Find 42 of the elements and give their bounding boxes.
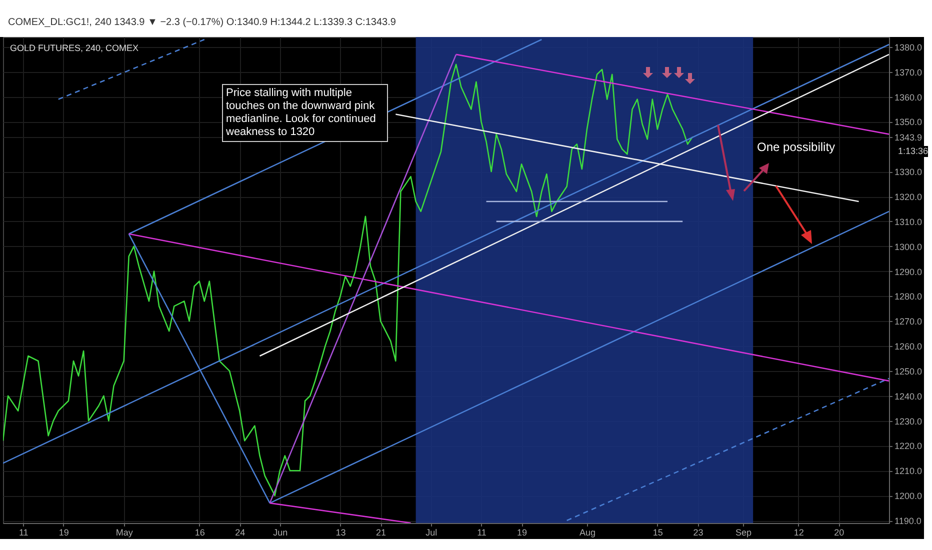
chart-subtitle: COMEX_DL:GC1!, 240 1343.9 ▼ −2.3 (−0.17%) O:1340.9 H:1344.2 L:1339.3 C:1343.9 bbox=[8, 17, 396, 28]
y-tick-label: 1190.0 bbox=[894, 516, 922, 526]
y-tick-label: 1260.0 bbox=[894, 342, 922, 352]
x-tick-label: 12 bbox=[794, 528, 804, 538]
x-tick-label: Jun bbox=[273, 528, 288, 538]
x-tick-label: 19 bbox=[58, 528, 69, 538]
text: 1:13:36 bbox=[898, 146, 928, 157]
x-tick-label: Sep bbox=[736, 528, 752, 538]
x-tick-label: 16 bbox=[194, 528, 205, 538]
y-tick-label: 1290.0 bbox=[894, 266, 922, 277]
y-tick-label: 1310.0 bbox=[894, 216, 922, 227]
x-tick-label: 21 bbox=[376, 528, 386, 538]
x-tick-label: 11 bbox=[477, 528, 486, 538]
x-tick-label: 23 bbox=[693, 528, 704, 538]
x-tick-label: May bbox=[116, 528, 134, 538]
x-tick-label: 19 bbox=[517, 528, 528, 538]
y-tick-label: 1330.0 bbox=[894, 167, 922, 178]
annotation: Price stalling with multiple touches on the downward pink medianline. Look for continued weakness to 1320 bbox=[222, 84, 388, 142]
x-tick-label: 15 bbox=[652, 528, 663, 538]
y-tick-label: 1360.0 bbox=[894, 92, 922, 102]
y-tick-label: 1210.0 bbox=[894, 466, 922, 476]
annotation: One possibility bbox=[757, 140, 836, 154]
y-tick-label: 1350.0 bbox=[894, 117, 922, 128]
y-tick-label: 1220.0 bbox=[894, 441, 922, 452]
y-tick-label: 1280.0 bbox=[894, 292, 922, 302]
text: GOLD FUTURES, 240, COMEX bbox=[10, 43, 139, 53]
x-tick-label: 11 bbox=[18, 528, 28, 538]
y-tick-label: 1240.0 bbox=[894, 391, 922, 402]
x-tick-label: Aug bbox=[579, 528, 596, 538]
x-tick-label: 20 bbox=[834, 528, 844, 538]
x-tick-label: 24 bbox=[235, 528, 246, 538]
y-tick-label: 1343.9 bbox=[894, 132, 922, 142]
y-tick-label: 1300.0 bbox=[894, 242, 922, 252]
y-tick-label: 1200.0 bbox=[894, 491, 922, 502]
y-tick-label: 1380.0 bbox=[894, 42, 922, 52]
y-tick-label: 1230.0 bbox=[894, 416, 922, 426]
x-tick-label: 13 bbox=[336, 528, 346, 538]
y-tick-label: 1320.0 bbox=[894, 192, 922, 202]
y-tick-label: 1270.0 bbox=[894, 316, 922, 327]
x-tick-label: Jul bbox=[426, 528, 438, 538]
y-tick-label: 1250.0 bbox=[894, 366, 922, 376]
y-tick-label: 1370.0 bbox=[894, 67, 922, 78]
